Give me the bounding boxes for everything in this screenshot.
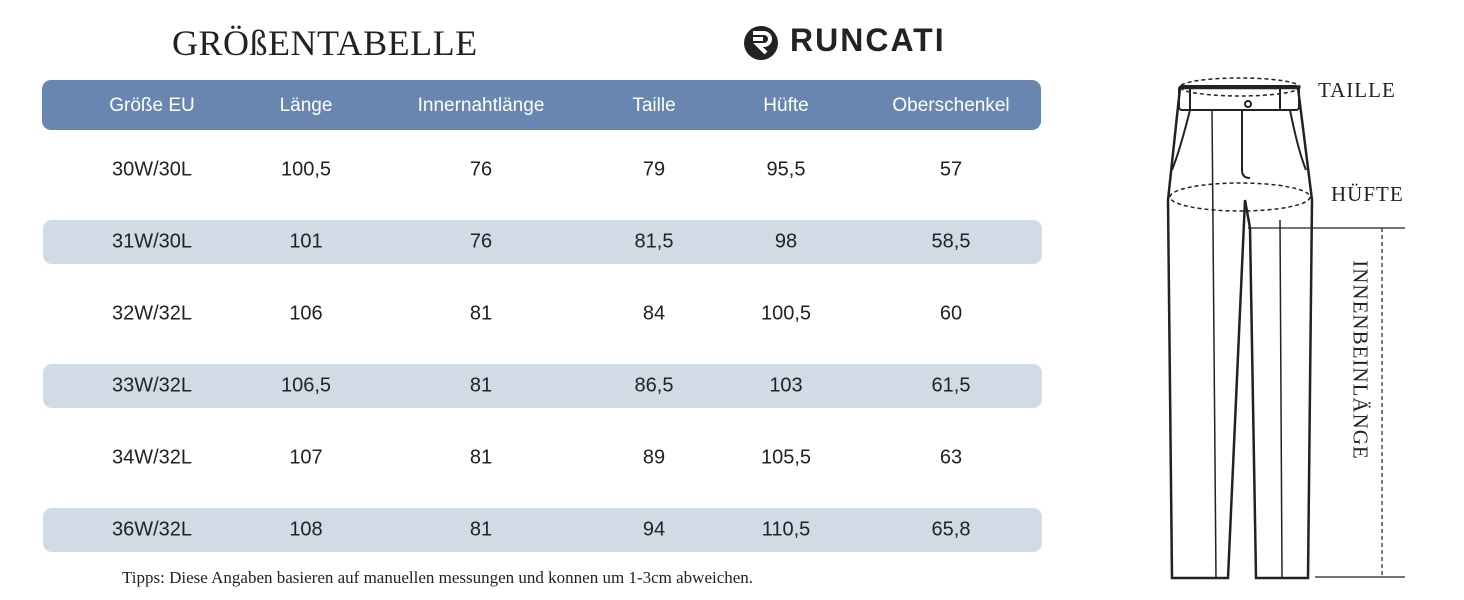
table-cell: 103 bbox=[769, 374, 803, 397]
tip: Tipps: Diese Angaben basieren auf manuel… bbox=[122, 568, 754, 587]
table-cell: 106 bbox=[289, 302, 323, 325]
row-band bbox=[43, 220, 1042, 264]
table-cell: 81 bbox=[469, 302, 493, 325]
table-cell: 36W/32L bbox=[111, 518, 193, 541]
table-cell: 61,5 bbox=[931, 374, 971, 397]
table-cell: 33W/32L bbox=[111, 374, 193, 397]
table-cell: 105,5 bbox=[760, 446, 812, 469]
table-cell: 100,5 bbox=[280, 158, 332, 181]
table-cell: 110,5 bbox=[761, 518, 811, 541]
table-cell: 65,8 bbox=[931, 518, 971, 541]
table-cell: 101 bbox=[289, 230, 323, 253]
table-cell: 95,5 bbox=[766, 158, 806, 181]
label-inseam: INNENBEINLÄNGE bbox=[1348, 260, 1373, 460]
table-cell: 31W/30L bbox=[111, 230, 193, 253]
table-cell: 30W/30L bbox=[111, 158, 193, 181]
brand-logo bbox=[744, 26, 778, 60]
table-cell: 106,5 bbox=[280, 374, 332, 397]
table-header-bar bbox=[42, 80, 1041, 130]
table-cell: 84 bbox=[642, 302, 666, 325]
table-cell: 81 bbox=[469, 374, 493, 397]
table-cell: 81 bbox=[469, 518, 493, 541]
label-hip: HÜFTE bbox=[1331, 182, 1404, 206]
table-cell: 57 bbox=[939, 158, 963, 181]
table-cell: 32W/32L bbox=[111, 302, 193, 325]
label-waist: TAILLE bbox=[1318, 78, 1396, 102]
table-cell: 100,5 bbox=[760, 302, 812, 325]
table-cell: 76 bbox=[469, 230, 493, 253]
table-cell: 79 bbox=[642, 158, 666, 181]
column-header: Taille bbox=[632, 95, 676, 116]
column-header: Innernahtlänge bbox=[417, 95, 545, 116]
table-cell: 60 bbox=[939, 302, 963, 325]
title: GRÖßENTABELLE bbox=[172, 23, 478, 63]
table-cell: 107 bbox=[289, 446, 323, 469]
table-cell: 76 bbox=[469, 158, 493, 181]
table-cell: 58,5 bbox=[931, 230, 971, 253]
row-band bbox=[43, 364, 1042, 408]
row-band bbox=[43, 508, 1042, 552]
table-cell: 98 bbox=[774, 230, 798, 253]
table-cell: 81,5 bbox=[634, 230, 674, 253]
table-cell: 89 bbox=[642, 446, 666, 469]
table-cell: 63 bbox=[939, 446, 963, 469]
column-header: Hüfte bbox=[763, 95, 809, 116]
column-header: Größe EU bbox=[109, 95, 195, 116]
table-cell: 108 bbox=[289, 518, 323, 541]
table-cell: 86,5 bbox=[634, 374, 674, 397]
table-cell: 34W/32L bbox=[111, 446, 193, 469]
table-cell: 81 bbox=[469, 446, 493, 469]
table-cell: 94 bbox=[642, 518, 666, 541]
pants-diagram bbox=[1166, 77, 1405, 580]
column-header: Länge bbox=[279, 95, 333, 116]
brand-name: RUNCATI bbox=[790, 22, 946, 58]
column-header: Oberschenkel bbox=[892, 95, 1010, 116]
